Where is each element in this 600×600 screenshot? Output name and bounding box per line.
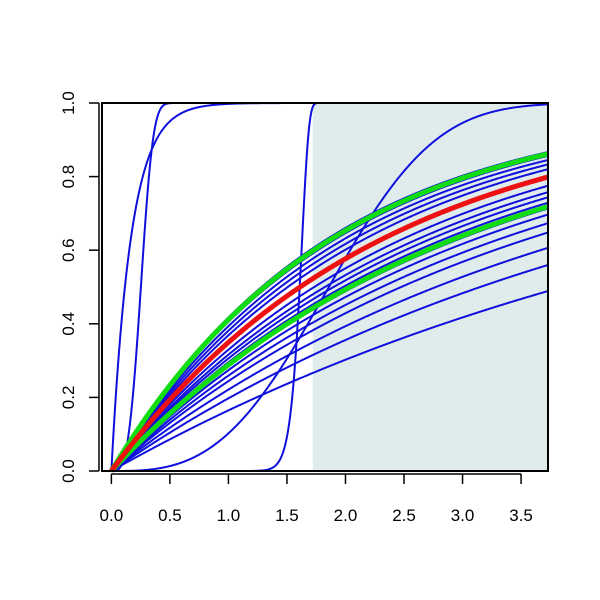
plot-frame [101, 102, 549, 472]
blue-series-line [110, 168, 549, 472]
blue-series-line [110, 184, 549, 472]
blue-series-line [110, 163, 549, 472]
series-layer [109, 102, 550, 473]
blue-series-line [111, 103, 549, 472]
red-series-line [109, 174, 550, 473]
blue-series-line [110, 231, 549, 472]
x-tick-label: 3.5 [509, 506, 533, 525]
blue-series-line [110, 213, 549, 472]
blue-series-line [110, 196, 549, 472]
x-tick-label: 0.0 [100, 506, 124, 525]
blue-series-line [110, 264, 549, 472]
blue-series-line [110, 159, 549, 472]
y-axis: 0.0 0.2 0.4 0.6 0.8 1.0 [59, 91, 100, 483]
green-series-line [109, 204, 550, 473]
y-tick-label: 0.6 [59, 238, 78, 262]
blue-series-line [110, 191, 549, 472]
green-series-line [109, 151, 550, 473]
x-tick-label: 2.0 [334, 506, 358, 525]
x-tick-label: 3.0 [451, 506, 475, 525]
blue-series-line [110, 222, 549, 472]
y-tick-label: 1.0 [59, 91, 78, 115]
y-tick-label: 0.8 [59, 165, 78, 189]
blue-series-line [110, 246, 549, 472]
x-tick-label: 1.5 [275, 506, 299, 525]
y-tick-label: 0.2 [59, 386, 78, 410]
blue-series-line [110, 290, 549, 472]
x-tick-label: 2.5 [392, 506, 416, 525]
x-tick-label: 1.0 [217, 506, 241, 525]
x-axis: 0.0 0.5 1.0 1.5 2.0 2.5 3.0 3.5 [100, 473, 533, 525]
y-tick-label: 0.4 [59, 312, 78, 336]
x-tick-label: 0.5 [158, 506, 182, 525]
y-tick-label: 0.0 [59, 459, 78, 483]
